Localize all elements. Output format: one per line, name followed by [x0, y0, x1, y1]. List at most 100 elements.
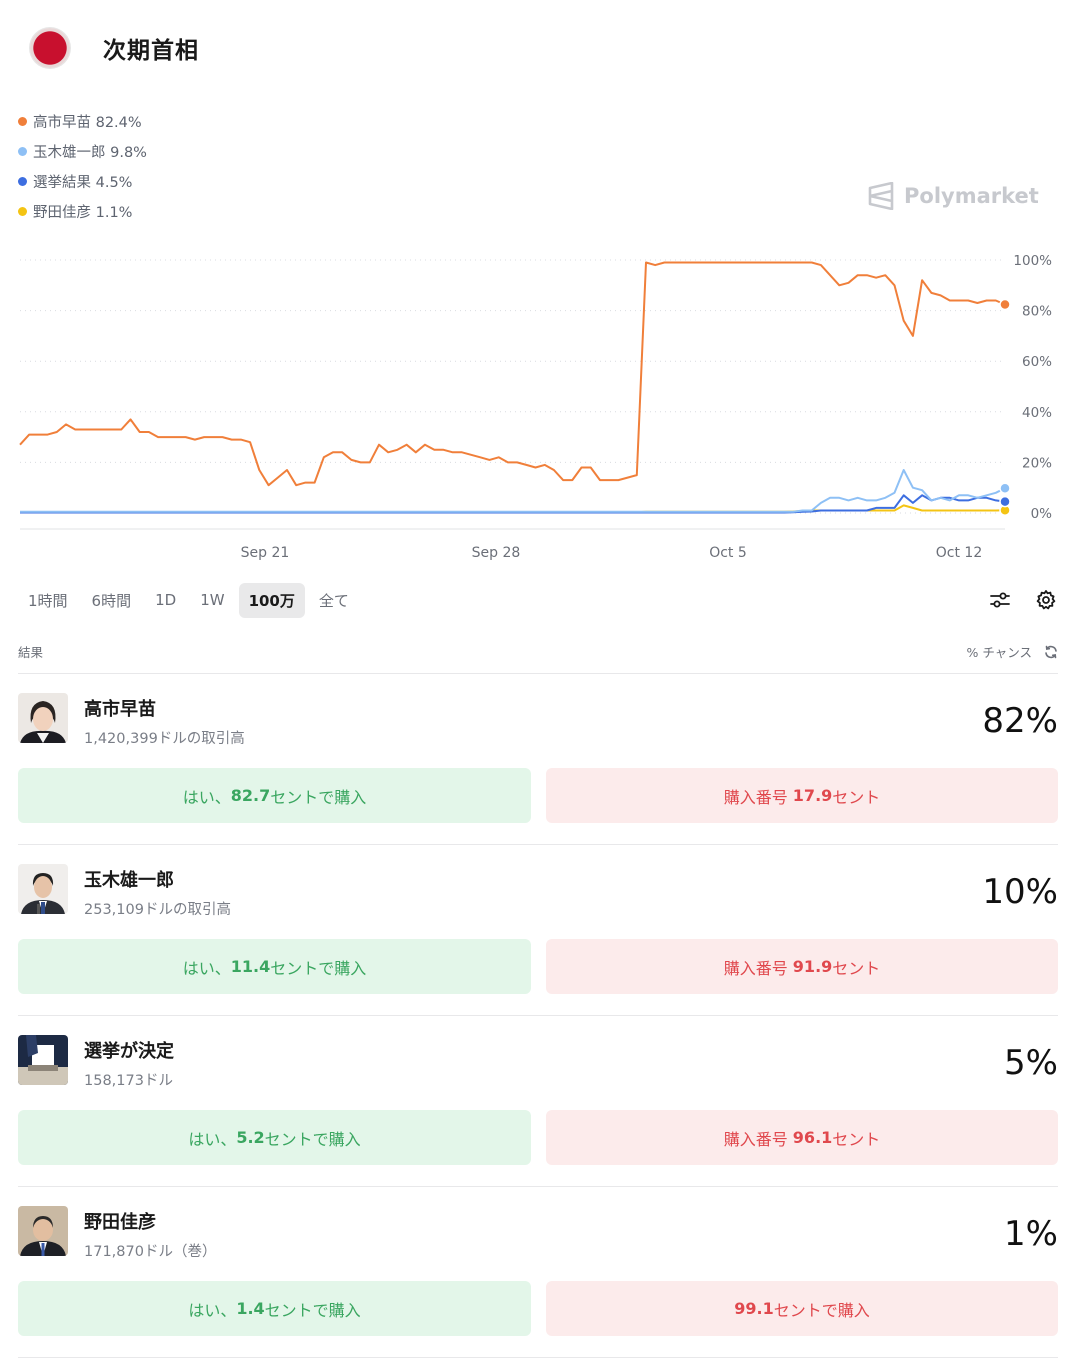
buy-yes-price: 82.7	[230, 786, 271, 805]
timeframe-1m-button[interactable]: 100万	[238, 582, 305, 618]
filter-sliders-icon[interactable]	[988, 588, 1012, 612]
buy-yes-prefix: はい、	[182, 787, 231, 807]
outcome-volume: 253,109ドルの取引高	[84, 902, 231, 918]
outcome-percent: 5%	[1004, 1043, 1058, 1083]
divider	[18, 1357, 1058, 1358]
outcome-name: 高市早苗	[84, 699, 156, 720]
buy-no-button[interactable]: 購入番号 91.9 セント	[546, 939, 1058, 994]
buy-yes-price: 11.4	[230, 957, 271, 976]
buy-no-prefix: 購入番号	[723, 787, 788, 807]
x-tick-label: Sep 21	[241, 545, 290, 561]
legend-item: 高市早苗 82.4%	[18, 106, 147, 136]
buy-no-suffix: セント	[832, 787, 881, 807]
buy-yes-prefix: はい、	[188, 1300, 237, 1320]
buy-yes-suffix: セントで購入	[264, 1300, 361, 1320]
buy-no-button[interactable]: 購入番号 96.1 セント	[546, 1110, 1058, 1165]
buy-yes-suffix: セントで購入	[270, 958, 367, 978]
avatar	[18, 864, 68, 914]
outcome-name: 野田佳彦	[84, 1212, 156, 1233]
buy-yes-prefix: はい、	[188, 1129, 237, 1149]
outcome-volume: 171,870ドル（巻）	[84, 1244, 217, 1260]
results-header: 結果 % チャンス	[18, 642, 1058, 661]
divider	[18, 1015, 1058, 1016]
price-history-chart[interactable]: 100% 80% 60% 40% 20% 0% Sep 21 Sep 28 Oct 5 Oct …	[0, 240, 1075, 570]
avatar	[18, 1035, 68, 1085]
y-tick-label: 40%	[1022, 405, 1052, 421]
buy-yes-price: 1.4	[236, 1299, 265, 1318]
page-title: 次期首相	[103, 38, 199, 64]
buy-no-price: 96.1	[792, 1128, 833, 1147]
timeframe-1h-button[interactable]: 1時間	[28, 591, 68, 610]
buy-yes-button[interactable]: はい、 11.4 セントで購入	[18, 939, 531, 994]
outcome-name: 玉木雄一郎	[84, 870, 174, 891]
timeframe-6h-button[interactable]: 6時間	[91, 591, 132, 610]
buy-no-button[interactable]: 購入番号 17.9 セント	[546, 768, 1058, 823]
chart-grid	[20, 259, 1005, 530]
y-tick-label: 100%	[1013, 253, 1052, 269]
legend-label: 選挙結果 4.5%	[33, 174, 133, 191]
buy-no-button[interactable]: 99.1 セントで購入	[546, 1281, 1058, 1336]
outcome-row: 玉木雄一郎 253,109ドルの取引高 10% はい、 11.4 セントで購入 購入…	[18, 844, 1058, 1015]
legend-dot-icon	[18, 116, 27, 126]
outcome-volume: 158,173ドル	[84, 1073, 173, 1089]
buy-yes-button[interactable]: はい、 82.7 セントで購入	[18, 768, 531, 823]
legend-label: 高市早苗 82.4%	[33, 114, 142, 131]
legend-label: 野田佳彦 1.1%	[33, 204, 133, 221]
results-label: 結果	[18, 645, 44, 660]
timeframe-1w-button[interactable]: 1W	[200, 591, 225, 609]
outcome-row: 高市早苗 1,420,399ドルの取引高 82% はい、 82.7 セントで購入 購…	[18, 673, 1058, 844]
outcome-name: 選挙が決定	[84, 1041, 174, 1062]
buy-no-price: 17.9	[792, 786, 833, 805]
buy-no-prefix: 購入番号	[723, 958, 788, 978]
x-tick-label: Oct 5	[709, 545, 747, 561]
divider	[18, 673, 1058, 674]
legend-item: 野田佳彦 1.1%	[18, 196, 147, 226]
chance-label: % チャンス	[966, 645, 1032, 660]
legend-dot-icon	[18, 206, 27, 216]
outcome-row: 野田佳彦 171,870ドル（巻） 1% はい、 1.4 セントで購入 99.1 セン…	[18, 1186, 1058, 1357]
buy-yes-button[interactable]: はい、 5.2 セントで購入	[18, 1110, 531, 1165]
japan-flag-icon	[30, 28, 70, 68]
y-tick-label: 0%	[1031, 506, 1053, 522]
chart-series	[19, 261, 1011, 516]
legend-label: 玉木雄一郎 9.8%	[33, 144, 147, 161]
legend-dot-icon	[18, 176, 27, 186]
series-end-point	[999, 298, 1011, 311]
y-tick-label: 80%	[1022, 304, 1052, 320]
legend-dot-icon	[18, 146, 27, 156]
buy-yes-prefix: はい、	[182, 958, 231, 978]
series-line	[20, 469, 1006, 513]
buy-yes-button[interactable]: はい、 1.4 セントで購入	[18, 1281, 531, 1336]
avatar	[18, 1206, 68, 1256]
timeframe-all-button[interactable]: 全て	[318, 591, 349, 610]
y-tick-label: 20%	[1022, 455, 1052, 471]
gear-icon[interactable]	[1034, 588, 1058, 612]
legend-item: 選挙結果 4.5%	[18, 166, 147, 196]
buy-no-price: 99.1	[734, 1299, 774, 1318]
buy-no-suffix: セント	[832, 1129, 881, 1149]
buy-no-suffix: セントで購入	[773, 1300, 870, 1320]
series-end-point	[999, 495, 1011, 508]
buy-yes-price: 5.2	[236, 1128, 265, 1147]
buy-yes-suffix: セントで購入	[270, 787, 367, 807]
market-header: 次期首相	[30, 28, 199, 68]
outcome-volume: 1,420,399ドルの取引高	[84, 731, 245, 747]
watermark-text: Polymarket	[904, 184, 1039, 208]
series-end-point	[999, 482, 1011, 494]
buy-no-prefix: 購入番号	[723, 1129, 788, 1149]
divider	[18, 844, 1058, 845]
series-line	[19, 261, 1006, 487]
timeframe-1d-button[interactable]: 1D	[155, 591, 177, 609]
buy-yes-suffix: セントで購入	[264, 1129, 361, 1149]
outcome-percent: 82%	[982, 701, 1058, 741]
x-tick-label: Oct 12	[936, 545, 982, 561]
y-axis: 100% 80% 60% 40% 20% 0%	[1013, 253, 1052, 522]
refresh-icon[interactable]	[1044, 645, 1058, 659]
avatar	[18, 693, 68, 743]
buy-no-price: 91.9	[792, 957, 833, 976]
legend-item: 玉木雄一郎 9.8%	[18, 136, 147, 166]
chart-legend: 高市早苗 82.4% 玉木雄一郎 9.8% 選挙結果 4.5% 野田佳彦 1.1…	[18, 106, 147, 226]
y-tick-label: 60%	[1022, 354, 1052, 370]
divider	[18, 1186, 1058, 1187]
outcome-row: 選挙が決定 158,173ドル 5% はい、 5.2 セントで購入 購入番号 96.…	[18, 1015, 1058, 1186]
